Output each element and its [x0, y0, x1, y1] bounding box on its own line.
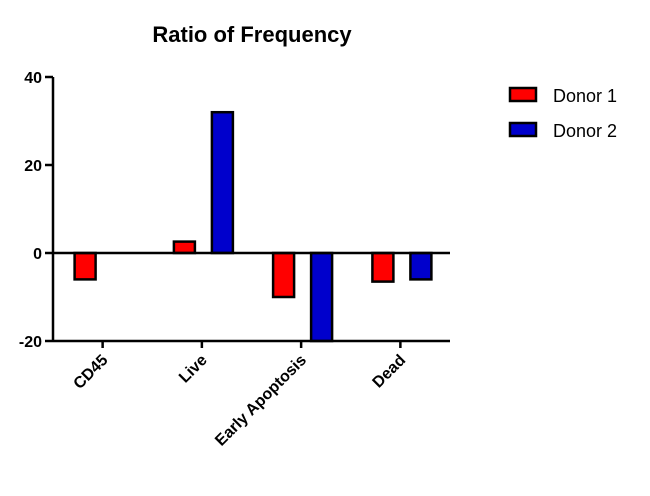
legend: Donor 1 Donor 2 — [508, 86, 617, 141]
legend-swatch-2 — [508, 121, 538, 138]
x-category-label: CD45 — [71, 352, 112, 393]
chart-title: Ratio of Frequency — [152, 22, 352, 47]
legend-swatch-1 — [508, 86, 538, 103]
x-category-label: Early Apoptosis — [212, 352, 310, 450]
bar-early-apoptosis-2 — [309, 251, 334, 343]
x-category-label: Live — [176, 352, 211, 387]
bar-dead-1 — [371, 251, 395, 283]
bar-early-apoptosis-1 — [271, 251, 296, 299]
bar-cd45-1 — [73, 251, 97, 281]
x-category-label: Dead — [370, 352, 410, 392]
legend-label-2: Donor 2 — [553, 121, 617, 141]
y-tick-label: 40 — [24, 70, 42, 87]
bars-layer — [73, 110, 433, 343]
y-tick-label: 20 — [24, 158, 42, 175]
bar-live-1 — [172, 240, 197, 255]
legend-label-1: Donor 1 — [553, 86, 617, 106]
bar-live-2 — [210, 110, 235, 255]
y-tick-label: -20 — [19, 334, 42, 351]
y-tick-label: 0 — [33, 246, 42, 263]
bar-dead-2 — [409, 251, 433, 281]
